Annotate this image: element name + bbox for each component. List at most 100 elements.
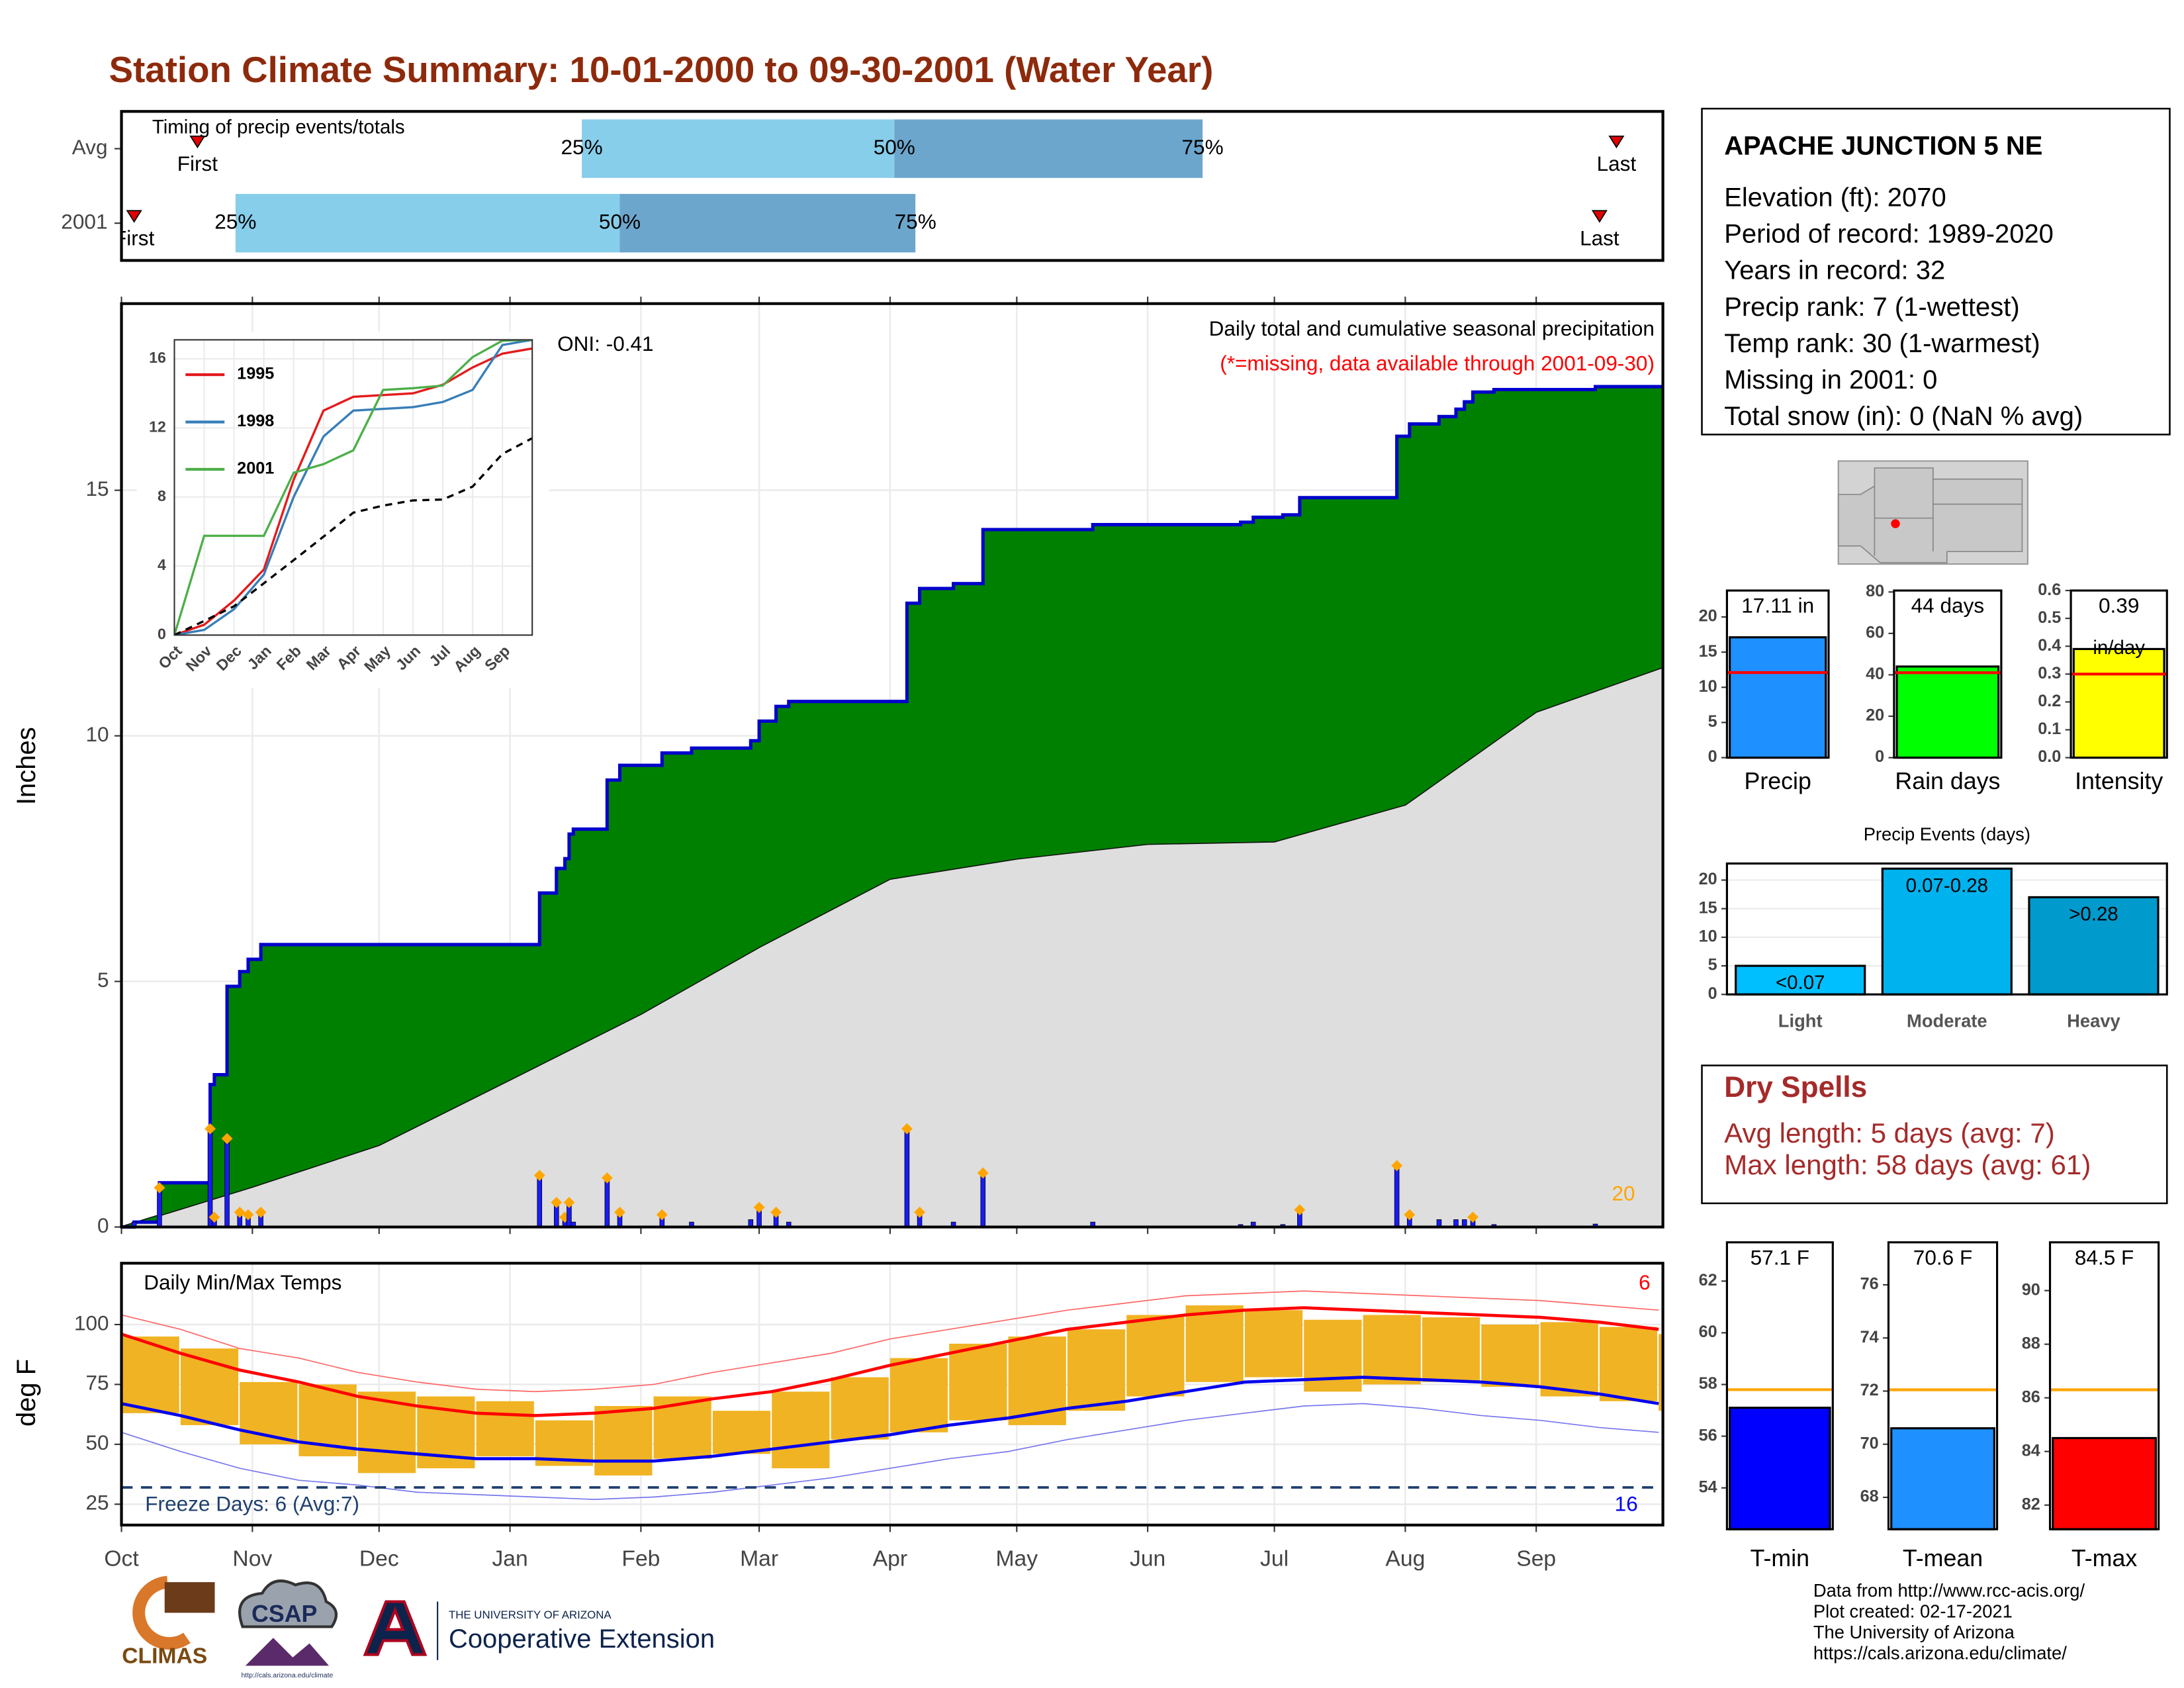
plot-border [1725, 1241, 1834, 1530]
y-tick-label: 25 [86, 1491, 109, 1515]
x-tick-label: May [996, 1546, 1038, 1571]
annotation: ONI: -0.41 [557, 332, 654, 355]
temp-range-bar [1304, 1319, 1362, 1392]
category-label: T-mean [1903, 1545, 1983, 1571]
daily-precip-marker [533, 1170, 545, 1182]
logo-text: http://cals.arizona.edu/climate [241, 1671, 333, 1679]
daily-precip-bar [224, 1138, 230, 1228]
panel-border [120, 110, 1664, 262]
y-tick-label: 90 [2022, 1280, 2040, 1299]
series-line [174, 347, 533, 635]
value-label: 0.39 [2099, 594, 2139, 618]
y-tick-label: 60 [1699, 1323, 1717, 1341]
station-line: Period of record: 1989-2020 [1724, 220, 2054, 249]
record-low-count: 16 [1615, 1492, 1638, 1516]
credit-line: Data from http://www.rcc-acis.org/ [1813, 1580, 2085, 1601]
temp-range-bar [594, 1405, 653, 1476]
panel-border [120, 1262, 1664, 1526]
chart-title: Precip Events (days) [1864, 824, 2030, 845]
x-tick-label: Jun [1130, 1546, 1165, 1571]
panel-title: Timing of precip events/totals [152, 116, 405, 138]
y-tick-label: 15 [1699, 642, 1717, 661]
credit-line: Plot created: 02-17-2021 [1813, 1601, 2013, 1622]
ua-logo [363, 1600, 428, 1656]
daily-precip-bar [1394, 1165, 1400, 1228]
y-tick-label: 0 [1708, 984, 1717, 1003]
temp-range-bar [240, 1382, 298, 1444]
y-tick-label: 0.3 [2038, 664, 2061, 682]
logo-text: CLIMAS [122, 1644, 207, 1669]
value-label: 17.11 in [1741, 594, 1814, 618]
station-name: APACHE JUNCTION 5 NE [1724, 132, 2042, 161]
bar [2052, 1436, 2158, 1530]
daily-precip-bar [157, 1187, 162, 1228]
quartile-bar [235, 193, 620, 253]
temp-range-bar [889, 1358, 948, 1432]
y-tick-label: 40 [1866, 665, 1884, 683]
y-tick-label: 72 [1860, 1381, 1879, 1399]
y-tick-label: 0.1 [2038, 720, 2061, 738]
station-line: Years in record: 32 [1724, 256, 1945, 285]
x-tick-label: Dec [359, 1546, 399, 1571]
category-label: Moderate [1907, 1011, 1987, 1031]
y-tick-label: 100 [74, 1311, 109, 1335]
x-tick-label: Jul [1260, 1546, 1289, 1571]
record-high-count: 6 [1639, 1270, 1651, 1294]
y-tick-label: 4 [158, 556, 166, 573]
y-tick-label: 0.4 [2038, 636, 2061, 655]
series-line [174, 437, 533, 635]
y-tick-label: 20 [1699, 607, 1717, 626]
normal-max-line [120, 1306, 1659, 1417]
logo-text: CSAP [251, 1601, 317, 1627]
logos: CLIMAS CSAP http://cals.arizona.edu/clim… [122, 1575, 715, 1679]
y-tick-label: 0 [158, 626, 166, 643]
value-label: 70.6 F [1913, 1245, 1972, 1269]
y-tick-label: 62 [1699, 1271, 1717, 1289]
y-tick-label: 76 [1860, 1275, 1879, 1293]
bar [1881, 867, 2013, 996]
quantile-label: 75% [895, 209, 936, 233]
daily-precip-marker [1467, 1211, 1479, 1223]
y-tick-label: 58 [1699, 1374, 1717, 1393]
y-axis-label: deg F [12, 1359, 41, 1427]
y-tick-label: 54 [1699, 1477, 1717, 1496]
value-label: 57.1 F [1751, 1245, 1809, 1269]
dry-spells-title: Dry Spells [1724, 1071, 1867, 1103]
bin-label: <0.07 [1776, 972, 1825, 994]
station-box [1701, 107, 2171, 436]
record-max-line [121, 1290, 1659, 1393]
bar [1895, 665, 2000, 759]
event-marker [189, 135, 206, 149]
station-lines: Elevation (ft): 2070 Period of record: 19… [1724, 183, 2083, 431]
station-dot [1891, 519, 1900, 528]
x-tick-label: Jan [492, 1546, 527, 1571]
bar [1729, 636, 1827, 759]
quantile-label: 50% [874, 135, 915, 159]
category-label: Light [1778, 1011, 1823, 1031]
daily-precip-marker [614, 1206, 625, 1218]
climas-logo [132, 1575, 191, 1650]
freeze-label: Freeze Days: 6 (Avg:7) [145, 1492, 359, 1516]
y-tick-label: 10 [1699, 677, 1717, 696]
credit-line: The University of Arizona [1813, 1622, 2015, 1642]
plot-border [2048, 1241, 2160, 1530]
y-tick-label: 5 [1708, 956, 1717, 974]
map-borders [1874, 467, 2023, 556]
marker-label: Last [1580, 226, 1619, 250]
legend-label: 1995 [237, 365, 274, 383]
y-tick-label: 16 [149, 349, 166, 366]
temp-range-bar [1599, 1327, 1658, 1401]
locator-map [1837, 460, 2028, 565]
map-states [1837, 467, 2023, 563]
temp-range-bar [1363, 1315, 1421, 1385]
y-tick-label: 12 [149, 418, 166, 436]
cumulative-line [121, 385, 1663, 1229]
x-tick-label: Aug [1385, 1546, 1425, 1571]
csap-cloud [238, 1579, 338, 1628]
dry-spells-line: Max length: 58 days (avg: 61) [1724, 1149, 2091, 1180]
daily-precip-marker [255, 1206, 267, 1218]
cumulative-surplus-area [121, 387, 1663, 1227]
quartile-bar [582, 119, 895, 178]
x-tick-label: Nov [232, 1546, 272, 1571]
